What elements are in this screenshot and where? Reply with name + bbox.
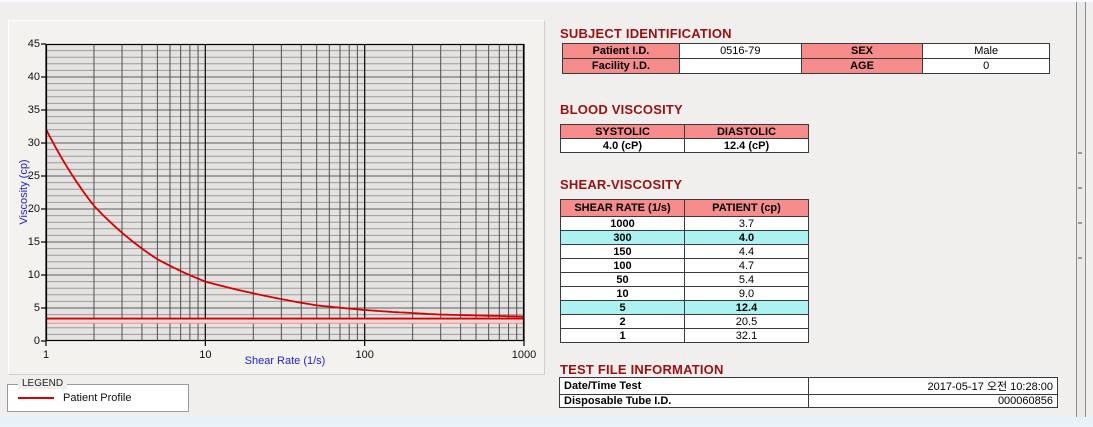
sex-value: Male [922,43,1050,59]
blood-viscosity-heading: BLOOD VISCOSITY [560,102,683,117]
systolic-header: SYSTOLIC [560,124,685,139]
sex-label: SEX [800,43,924,59]
patient-value-cell: 9.0 [684,286,809,301]
shear-table-row: 50 5.4 [560,272,809,287]
shear-rate-cell: 50 [560,272,685,287]
shear-table-row: 150 4.4 [560,244,809,259]
table-row: SYSTOLIC DIASTOLIC [560,124,809,139]
table-row: Disposable Tube I.D. 000060856 [559,394,1058,408]
legend-box: LEGEND Patient Profile [7,378,189,412]
y-tick-label: 5 [33,302,40,314]
patient-id-value: 0516-79 [678,43,802,59]
shear-table-row: 2 20.5 [560,314,809,329]
patient-value-cell: 4.0 [684,230,809,245]
shear-rate-cell: 2 [560,314,685,329]
table-row: Patient I.D. 0516-79 SEX Male [562,43,1050,59]
patient-value-cell: 5.4 [684,272,809,287]
shear-table-row: 300 4.0 [560,230,809,245]
y-tick-label: 15 [27,236,40,248]
date-time-test-value: 2017-05-17 오전 10:28:00 [808,377,1058,395]
diastolic-value: 12.4 (cP) [684,138,809,153]
shear-viscosity-heading: SHEAR-VISCOSITY [560,177,683,192]
facility-id-value [678,58,802,74]
y-tick-label: 0 [33,335,40,347]
age-value: 0 [922,58,1050,74]
x-tick-label: 10 [199,349,212,361]
shear-rate-cell: 10 [560,286,685,301]
age-label: AGE [800,58,924,74]
shear-rate-cell: 100 [560,258,685,273]
x-tick-label: 1000 [511,349,537,361]
table-row: Facility I.D. AGE 0 [562,58,1050,74]
splitter-grip-icon [1078,152,1082,267]
subject-identification-table: Patient I.D. 0516-79 SEX Male Facility I… [562,43,1050,74]
legend-item: Patient Profile [18,392,131,404]
patient-cp-header: PATIENT (cp) [684,199,809,217]
shear-viscosity-table: SHEAR RATE (1/s) PATIENT (cp) 1000 3.7 300… [560,199,809,343]
disposable-tube-id-value: 000060856 [808,394,1058,408]
y-tick-label: 10 [27,269,40,281]
table-row: SHEAR RATE (1/s) PATIENT (cp) [560,199,809,217]
systolic-value: 4.0 (cP) [560,138,685,153]
shear-table-row: 10 9.0 [560,286,809,301]
chart-svg [41,43,525,346]
plot-area [41,43,525,346]
x-tick-label: 1 [42,349,50,361]
patient-id-label: Patient I.D. [562,43,680,59]
patient-value-cell: 12.4 [684,300,809,315]
legend-title: LEGEND [18,378,68,389]
y-tick-label: 40 [27,71,40,83]
date-time-test-label: Date/Time Test [559,377,809,395]
test-file-information-heading: TEST FILE INFORMATION [560,362,724,377]
y-tick-label: 45 [27,38,40,50]
patient-profile-curve [45,128,525,318]
x-axis-title: Shear Rate (1/s) [244,355,326,367]
y-tick-label: 30 [27,137,40,149]
patient-value-cell: 4.4 [684,244,809,259]
shear-table-row: 100 4.7 [560,258,809,273]
blood-viscosity-table: SYSTOLIC DIASTOLIC 4.0 (cP) 12.4 (cP) [560,124,809,153]
shear-rate-cell: 300 [560,230,685,245]
y-tick-label: 20 [27,203,40,215]
series-line-icon [18,397,54,399]
viscosity-chart-panel: 0 5 10 15 20 25 30 35 40 45 1 10 100 1000 Viscosity … [8,20,545,375]
legend-item-label: Patient Profile [63,392,132,404]
subject-identification-heading: SUBJECT IDENTIFICATION [560,26,732,41]
table-row: Date/Time Test 2017-05-17 오전 10:28:00 [559,377,1058,395]
patient-value-cell: 20.5 [684,314,809,329]
shear-table-row: 5 12.4 [560,300,809,315]
table-row: 4.0 (cP) 12.4 (cP) [560,138,809,153]
y-tick-label: 35 [27,104,40,116]
y-tick-label: 25 [27,170,40,182]
x-tick-label: 100 [355,349,374,361]
patient-value-cell: 3.7 [684,216,809,231]
patient-value-cell: 4.7 [684,258,809,273]
shear-rate-cell: 1000 [560,216,685,231]
diastolic-header: DIASTOLIC [684,124,809,139]
y-axis-title: Viscosity (cp) [18,159,30,225]
shear-table-row: 1000 3.7 [560,216,809,231]
shear-rate-cell: 150 [560,244,685,259]
shear-rate-header: SHEAR RATE (1/s) [560,199,685,217]
shear-rate-cell: 1 [560,328,685,343]
shear-table-row: 1 32.1 [560,328,809,343]
disposable-tube-id-label: Disposable Tube I.D. [559,394,809,408]
window-bottom-border [0,417,1093,427]
patient-value-cell: 32.1 [684,328,809,343]
facility-id-label: Facility I.D. [562,58,680,74]
test-file-information-table: Date/Time Test 2017-05-17 오전 10:28:00 Di… [559,377,1058,408]
panel-splitter[interactable] [1076,2,1086,427]
shear-rate-cell: 5 [560,300,685,315]
